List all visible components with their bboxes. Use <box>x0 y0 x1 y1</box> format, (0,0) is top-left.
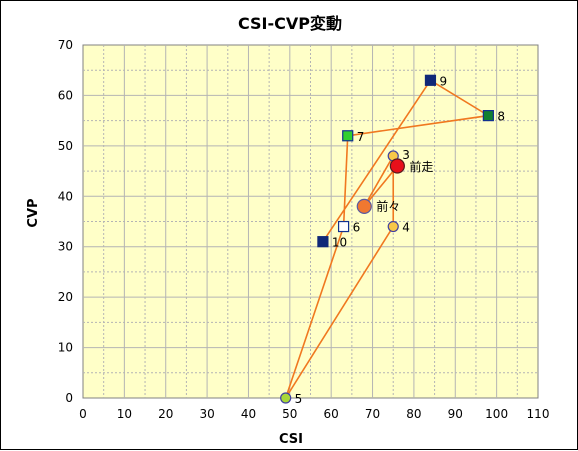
data-point-5 <box>280 392 292 404</box>
x-axis-title: CSI <box>279 432 303 447</box>
x-tick-label: 90 <box>448 407 463 421</box>
point-label-5: 5 <box>295 392 303 406</box>
x-tick-label: 20 <box>158 407 173 421</box>
x-tick-label: 0 <box>79 407 87 421</box>
x-tick-label: 10 <box>117 407 132 421</box>
data-point-10 <box>317 236 329 248</box>
point-label-9: 9 <box>439 74 447 88</box>
series-line <box>284 79 491 399</box>
x-tick-label: 80 <box>406 407 421 421</box>
data-points <box>280 74 494 404</box>
y-tick-label: 10 <box>58 341 73 355</box>
chart-title: CSI-CVP変動 <box>238 14 342 33</box>
data-point-7 <box>342 130 354 142</box>
y-tick-label: 20 <box>58 290 73 304</box>
data-point-4 <box>387 220 399 233</box>
y-tick-label: 50 <box>58 139 73 153</box>
y-axis-title: CVP <box>26 198 41 227</box>
point-label-8: 8 <box>497 110 505 124</box>
data-point-9 <box>424 74 437 86</box>
point-label-6: 6 <box>353 221 361 235</box>
point-label-4: 4 <box>402 221 410 235</box>
x-tick-label: 30 <box>199 407 214 421</box>
x-tick-label: 60 <box>324 407 339 421</box>
point-label-previous: 前々 <box>376 198 400 213</box>
y-tick-label: 60 <box>58 88 73 102</box>
x-tick-label: 50 <box>282 407 297 421</box>
point-label-latest: 前走 <box>409 159 433 174</box>
x-tick-label: 40 <box>241 407 256 421</box>
data-point-previous <box>356 198 372 214</box>
point-label-10: 10 <box>332 236 347 250</box>
data-point-latest <box>389 158 405 174</box>
x-tick-label: 70 <box>365 407 380 421</box>
y-tick-label: 70 <box>58 38 73 52</box>
axis-ticks: 0 10 20 30 40 50 60 70 80 90 100 110 0 10 20 30 40 50 60 70 <box>58 38 550 421</box>
data-point-8 <box>482 109 494 122</box>
y-tick-label: 30 <box>58 240 73 254</box>
series-path <box>284 79 491 399</box>
data-point-6 <box>337 220 350 233</box>
x-tick-label: 110 <box>527 407 550 421</box>
point-label-3: 3 <box>402 148 410 162</box>
point-label-7: 7 <box>357 130 365 144</box>
y-tick-label: 0 <box>65 391 73 405</box>
x-tick-label: 100 <box>485 407 508 421</box>
y-tick-label: 40 <box>58 189 73 203</box>
